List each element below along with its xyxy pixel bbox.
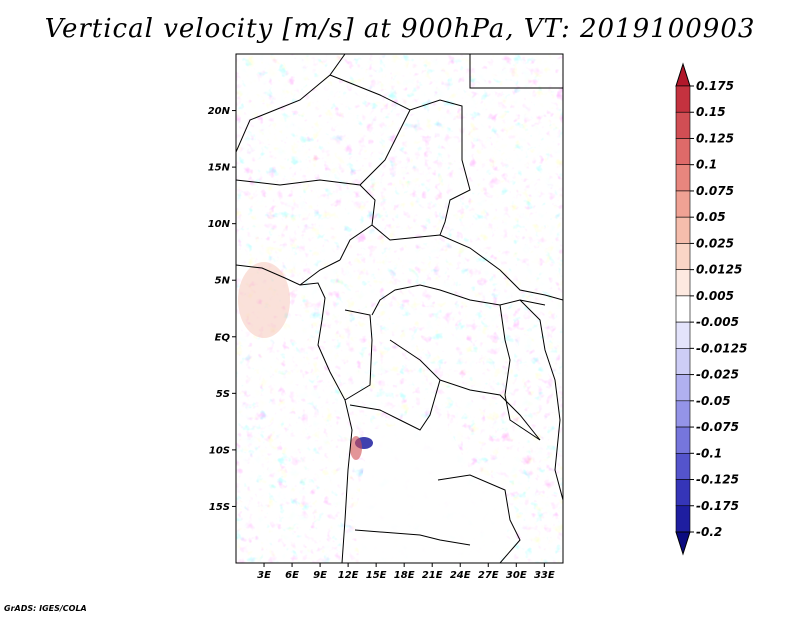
colorbar-label: -0.0125 <box>696 341 747 355</box>
lat-tick-label: 15N <box>208 163 231 174</box>
colorbar-swatch <box>675 85 691 113</box>
colorbar-label: -0.1 <box>696 446 722 460</box>
colorbar-swatch <box>675 321 691 349</box>
colorbar-label: 0.075 <box>696 184 734 198</box>
lat-tick-label: 10S <box>209 445 230 456</box>
colorbar-label: 0.005 <box>696 289 734 303</box>
lat-tick-label: 5N <box>215 276 231 287</box>
colorbar-swatch <box>675 243 691 270</box>
colorbar-swatch <box>675 374 691 402</box>
colorbar: 0.175 0.15 0.125 0.1 0.075 0.05 0.025 0.0125 0.0… <box>675 62 747 556</box>
colorbar-swatch <box>675 400 691 428</box>
lat-tick-label: 15S <box>209 502 230 513</box>
colorbar-swatch <box>675 269 691 297</box>
colorbar-label: 0.05 <box>696 210 726 224</box>
colorbar-label: -0.175 <box>696 499 739 513</box>
colorbar-label: 0.125 <box>696 131 734 145</box>
colorbar-label: 0.15 <box>696 105 726 119</box>
lat-tick-label: 10N <box>208 219 231 230</box>
colorbar-label: -0.025 <box>696 368 739 382</box>
colorbar-label: 0.175 <box>696 79 734 93</box>
lon-tick-label: 21E <box>422 570 443 581</box>
colorbar-swatch <box>675 452 691 480</box>
lon-tick-label: 24E <box>450 570 471 581</box>
lat-tick-label: 20N <box>208 106 231 117</box>
lon-tick-label: 27E <box>478 570 499 581</box>
colorbar-label: -0.005 <box>696 315 739 329</box>
colorbar-swatch <box>675 426 691 454</box>
lon-tick-label: 30E <box>506 570 527 581</box>
colorbar-label: 0.025 <box>696 236 734 250</box>
lat-tick-label: 5S <box>216 389 230 400</box>
colorbar-swatch <box>675 479 691 507</box>
colorbar-bottom-arrow <box>675 531 691 556</box>
borders <box>236 54 563 563</box>
colorbar-swatch <box>675 138 691 166</box>
lon-axis: 3E 6E 9E 12E 15E 18E 21E 24E 27E 30E 33E <box>257 563 555 581</box>
lon-tick-label: 12E <box>338 570 359 581</box>
lon-tick-label: 18E <box>394 570 415 581</box>
colorbar-label: -0.2 <box>696 525 722 539</box>
colorbar-label: 0.0125 <box>696 263 742 277</box>
map-title: Vertical velocity [m/s] at 900hPa, VT: 2… <box>44 14 756 44</box>
colorbar-swatch <box>675 505 691 533</box>
colorbar-label: -0.075 <box>696 420 739 434</box>
colorbar-swatch <box>675 190 691 218</box>
lon-tick-label: 15E <box>366 570 387 581</box>
colorbar-label: -0.05 <box>696 394 731 408</box>
colorbar-swatch <box>675 164 691 192</box>
lon-tick-label: 3E <box>257 570 271 581</box>
plot-frame <box>235 53 564 564</box>
grads-credit: GrADS: IGES/COLA <box>4 604 87 613</box>
lon-tick-label: 6E <box>285 570 299 581</box>
lon-tick-label: 9E <box>313 570 327 581</box>
colorbar-swatch <box>675 295 691 323</box>
lon-tick-label: 33E <box>534 570 555 581</box>
lat-axis: 20N 15N 10N 5N EQ 5S 10S 15S <box>208 106 236 513</box>
colorbar-swatch <box>675 348 691 375</box>
velocity-field <box>236 54 563 563</box>
lat-tick-label: EQ <box>215 332 231 343</box>
colorbar-top-arrow <box>675 62 691 87</box>
colorbar-swatch <box>675 216 691 244</box>
colorbar-swatch <box>675 111 691 139</box>
colorbar-label: -0.125 <box>696 473 739 487</box>
colorbar-label: 0.1 <box>696 158 717 172</box>
